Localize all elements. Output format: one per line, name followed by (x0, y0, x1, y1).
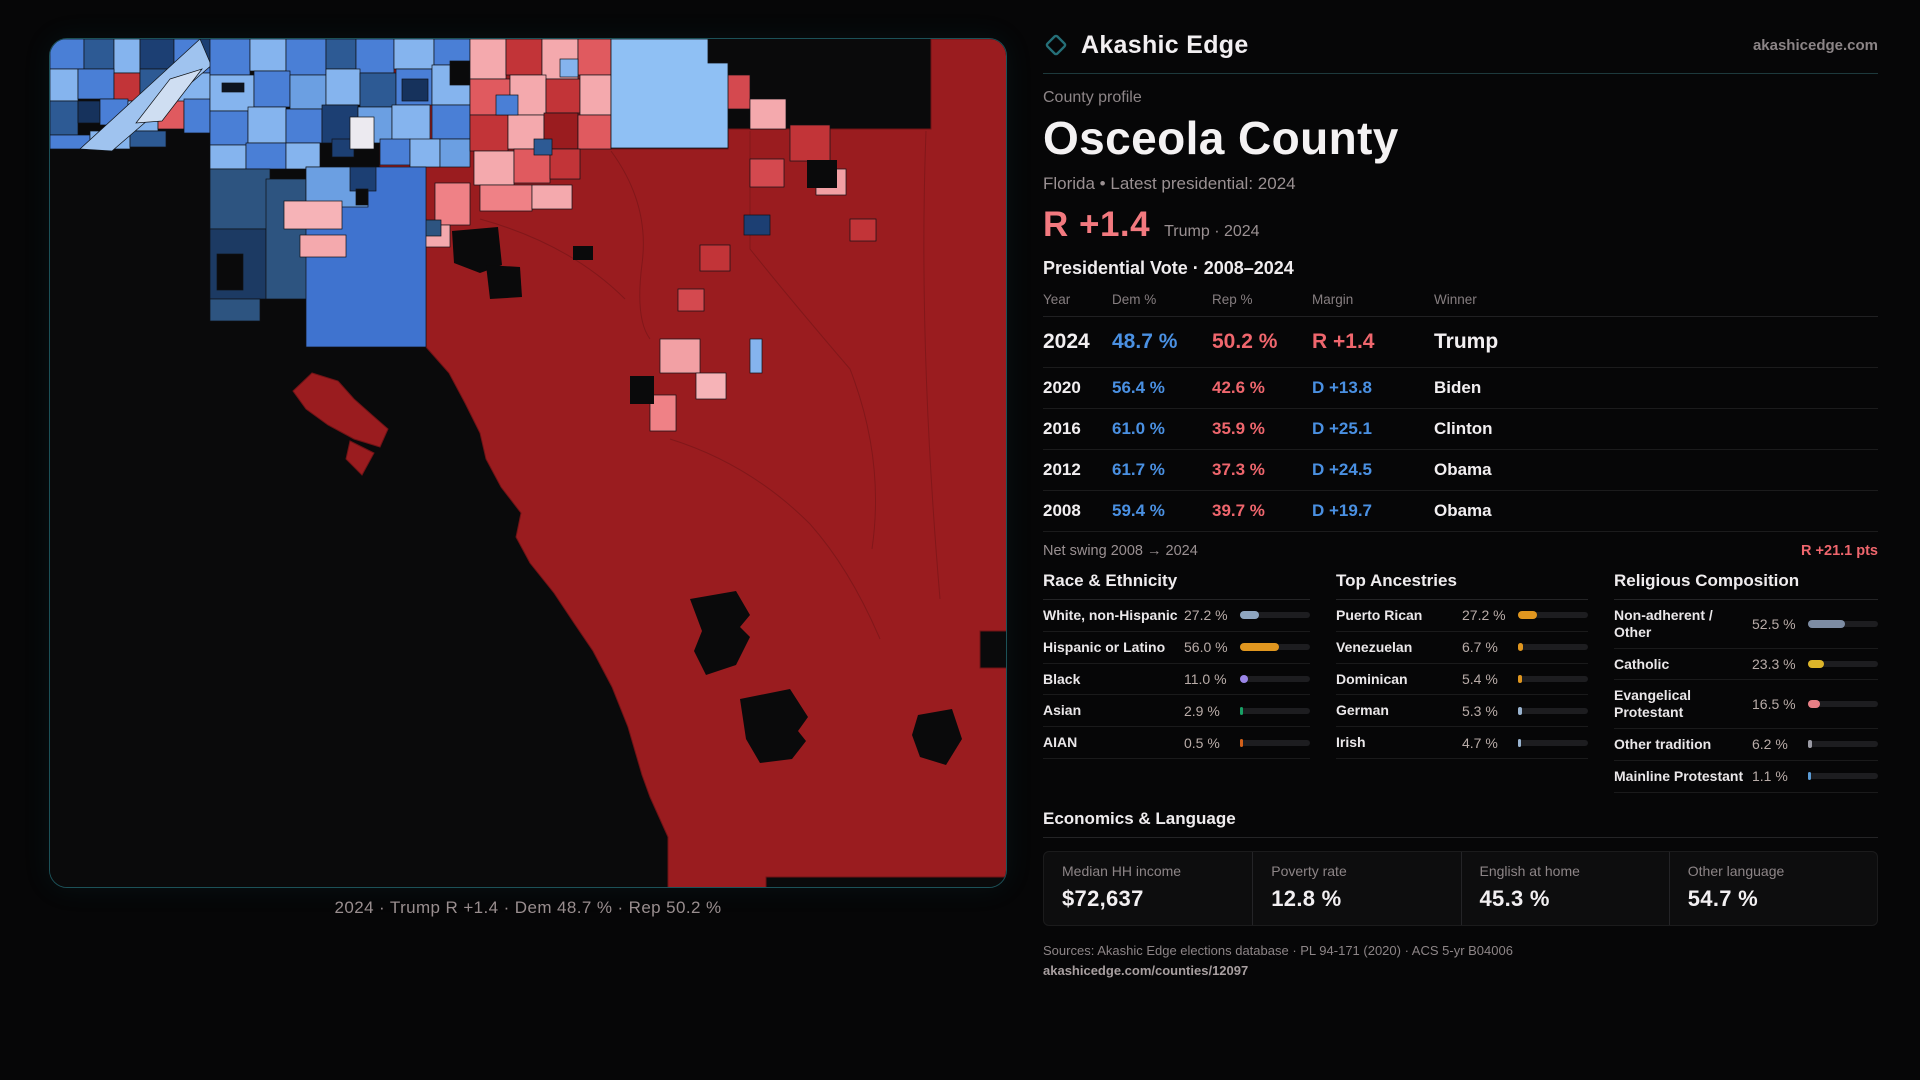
stat-row: Dominican 5.4 % (1336, 664, 1588, 696)
stat-cell: English at home 45.3 % (1460, 851, 1669, 925)
diamond-logo-icon (1045, 34, 1067, 56)
table-row[interactable]: 2012 61.7 % 37.3 % D +24.5 Obama (1043, 450, 1878, 491)
stat-row: Non-adherent / Other 52.5 % (1614, 600, 1878, 649)
table-row[interactable]: 2024 48.7 % 50.2 % R +1.4 Trump (1043, 317, 1878, 368)
stat-row: Other tradition 6.2 % (1614, 729, 1878, 761)
brand-domain-link[interactable]: akashicedge.com (1752, 36, 1878, 54)
stat-bar (1808, 659, 1878, 668)
sources-line: Sources: Akashic Edge elections database… (1043, 942, 1513, 958)
precinct-boundary-lines (479, 130, 941, 640)
stat-row: German 5.3 % (1336, 695, 1588, 728)
vote-table-title: Presidential Vote · 2008–2024 (1043, 258, 1294, 278)
stat-bar (1808, 740, 1878, 749)
col-dem: Dem % (1112, 292, 1157, 307)
subtitle: Florida • Latest presidential: 2024 (1043, 174, 1296, 193)
ancestries-section: Top Ancestries Puerto Rican 27.2 % Venez… (1336, 571, 1588, 793)
section-title: Religious Composition (1614, 571, 1878, 600)
section-title: Race & Ethnicity (1043, 571, 1310, 600)
stat-bar (1518, 706, 1588, 715)
economics-stats-box: Median HH income $72,637 Poverty rate 12… (1043, 850, 1878, 926)
county-url[interactable]: akashicedge.com/counties/12097 (1043, 963, 1249, 979)
table-row[interactable]: 2020 56.4 % 42.6 % D +13.8 Biden (1043, 368, 1878, 409)
vote-table-header: Year Dem % Rep % Margin Winner (1043, 287, 1878, 317)
stat-row: Venezuelan 6.7 % (1336, 632, 1588, 664)
map-caption: 2024 · Trump R +1.4 · Dem 48.7 % · Rep 5… (334, 898, 722, 917)
stat-bar (1808, 772, 1878, 781)
stat-bar (1518, 643, 1588, 652)
net-swing-label: Net swing 2008 → 2024 (1043, 543, 1198, 559)
app-header: Akashic Edge akashicedge.com (1043, 24, 1878, 66)
stat-bar (1240, 738, 1310, 747)
stat-row: AIAN 0.5 % (1043, 727, 1310, 759)
partisan-lean-value: R +1.4 (1043, 205, 1151, 244)
stat-row: Asian 2.9 % (1043, 695, 1310, 728)
header-divider (1043, 73, 1878, 74)
stat-row: Irish 4.7 % (1336, 727, 1588, 759)
race-ethnicity-section: Race & Ethnicity White, non-Hispanic 27.… (1043, 571, 1310, 793)
red-hook-blob (292, 372, 389, 476)
stat-row: Puerto Rican 27.2 % (1336, 600, 1588, 632)
table-row[interactable]: 2008 59.4 % 39.7 % D +19.7 Obama (1043, 491, 1878, 532)
partisan-lean-note: Trump · 2024 (1164, 223, 1260, 240)
blue-band-cluster (209, 166, 427, 348)
county-profile-panel: Akashic Edge akashicedge.com County prof… (1043, 24, 1878, 982)
stat-bar (1240, 611, 1310, 620)
table-row[interactable]: 2016 61.0 % 35.9 % D +25.1 Clinton (1043, 409, 1878, 450)
net-swing-value: R +21.1 pts (1801, 543, 1878, 559)
stat-row: Evangelical Protestant 16.5 % (1614, 680, 1878, 729)
stat-cell: Median HH income $72,637 (1062, 862, 1182, 911)
stat-row: Black 11.0 % (1043, 664, 1310, 696)
col-rep: Rep % (1212, 292, 1253, 307)
col-year: Year (1043, 292, 1071, 307)
county-main-red-mass (379, 39, 1006, 887)
brand-name: Akashic Edge (1081, 30, 1249, 59)
stat-row: Hispanic or Latino 56.0 % (1043, 632, 1310, 664)
stat-row: Mainline Protestant 1.1 % (1614, 761, 1878, 793)
stat-bar (1240, 643, 1310, 652)
stat-cell: Other language 54.7 % (1668, 851, 1877, 925)
precinct-map[interactable] (50, 39, 1007, 888)
stat-bar (1240, 674, 1310, 683)
stat-bar (1518, 738, 1588, 747)
stat-bar (1240, 706, 1310, 715)
stat-bar (1808, 700, 1878, 709)
stat-row: Catholic 23.3 % (1614, 649, 1878, 681)
kicker: County profile (1043, 89, 1142, 106)
stat-cell: Poverty rate 12.8 % (1252, 851, 1460, 925)
page-title: Osceola County (1043, 112, 1399, 164)
section-title: Top Ancestries (1336, 571, 1588, 600)
presidential-vote-table: Year Dem % Rep % Margin Winner 2024 48.7… (1043, 287, 1878, 532)
precinct-mosaic (50, 39, 877, 432)
stat-row: White, non-Hispanic 27.2 % (1043, 600, 1310, 632)
stat-bar (1518, 611, 1588, 620)
lean-row: R +1.4 Trump · 2024 (1043, 205, 1878, 245)
religion-section: Religious Composition Non-adherent / Oth… (1614, 571, 1878, 793)
col-winner: Winner (1434, 292, 1477, 307)
stat-bar (1518, 674, 1588, 683)
stat-bar (1808, 619, 1878, 628)
county-precinct-map-panel[interactable] (49, 38, 1007, 888)
economics-section-title: Economics & Language (1043, 809, 1878, 838)
sources-footer: Sources: Akashic Edge elections database… (1043, 941, 1878, 983)
no-data-blobs (452, 160, 962, 765)
col-margin: Margin (1312, 292, 1354, 307)
large-light-blue-precinct (610, 39, 729, 149)
net-swing-row: Net swing 2008 → 2024 R +21.1 pts (1043, 543, 1878, 559)
